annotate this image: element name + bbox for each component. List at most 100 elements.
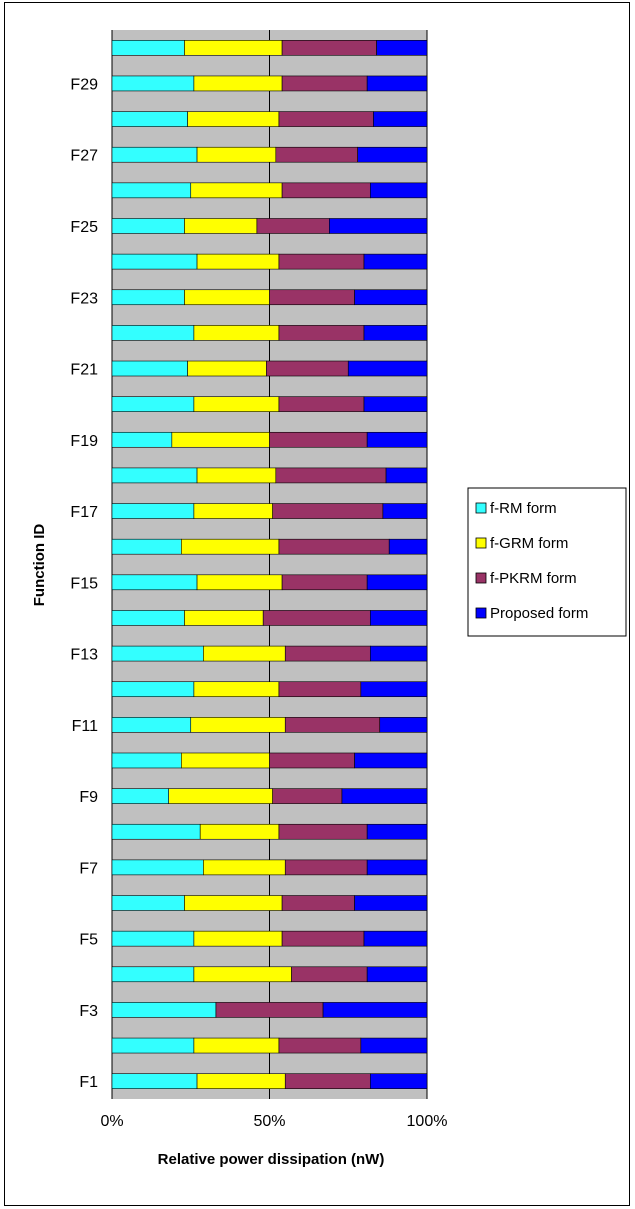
x-tick-label: 0% (100, 1113, 123, 1130)
bar-segment (363, 930, 428, 947)
bar-segment (193, 75, 283, 92)
y-tick-label: F9 (79, 789, 98, 806)
bar-segment (111, 467, 198, 484)
bar-segment (111, 930, 195, 947)
bar-segment (111, 218, 185, 234)
bar-segment (369, 610, 428, 626)
legend-swatch (475, 537, 487, 549)
bar-segment (363, 325, 428, 341)
bar-segment (203, 859, 286, 876)
legend-swatch (475, 607, 487, 619)
bar-segment (281, 930, 365, 947)
bar-segment (363, 396, 428, 412)
y-tick-label: F13 (70, 647, 98, 664)
bar-segment (111, 752, 182, 769)
bar-segment (272, 788, 343, 804)
bar-segment (278, 823, 368, 840)
bar-segment (111, 396, 195, 412)
bar-segment (193, 681, 280, 698)
bar-segment (278, 538, 390, 555)
y-tick-label: F27 (70, 148, 98, 165)
bar-segment (284, 1073, 371, 1089)
legend-label: f-RM form (490, 500, 557, 517)
bar-segment (366, 75, 428, 92)
bar-segment (111, 325, 195, 341)
y-tick-label: F15 (70, 575, 98, 592)
bar-segment (111, 1002, 217, 1018)
y-tick-label: F19 (70, 433, 98, 450)
bar-segment (354, 752, 428, 769)
bar-segment (196, 1073, 286, 1089)
bar-segment (184, 610, 264, 626)
bar-segment (190, 717, 286, 733)
bar-segment (196, 574, 283, 591)
bar-segment (193, 325, 280, 341)
y-tick-label: F23 (70, 290, 98, 307)
bar-segment (366, 823, 428, 840)
bar-segment (373, 111, 428, 127)
bar-segment (181, 538, 280, 555)
bar-segment (341, 788, 428, 804)
bar-segment (111, 788, 170, 804)
bar-segment (168, 788, 273, 804)
bar-segment (181, 752, 270, 769)
bar-segment (366, 966, 428, 983)
bar-segment (111, 645, 204, 662)
bar-segment (363, 253, 428, 270)
bar-segment (366, 431, 428, 448)
bar-segment (281, 75, 368, 92)
bar-segment (111, 823, 201, 840)
bar-segment (187, 111, 280, 127)
bar-segment (111, 182, 192, 199)
bar-segment (193, 1037, 280, 1054)
y-tick-label: F7 (79, 860, 98, 877)
bar-segment (329, 218, 428, 234)
bar-segment (284, 717, 381, 733)
bar-segment (354, 895, 428, 911)
bar-segment (196, 467, 277, 484)
bar-segment (111, 146, 198, 163)
y-tick-label: F3 (79, 1003, 98, 1020)
bar-segment (366, 574, 428, 591)
bar-segment (190, 182, 283, 199)
bar-segment (215, 1002, 324, 1018)
bar-segment (347, 360, 428, 377)
legend-label: f-GRM form (490, 535, 568, 552)
y-tick-label: F11 (72, 718, 98, 735)
bar-segment (278, 1037, 362, 1054)
bar-segment (366, 859, 428, 876)
bar-segment (111, 1073, 198, 1089)
bar-segment (275, 146, 358, 163)
bar-segment (266, 360, 349, 377)
bar-segment (184, 289, 270, 306)
bar-segment (278, 111, 374, 127)
bar-segment (199, 823, 280, 840)
bar-segment (278, 396, 365, 412)
y-tick-label: F29 (70, 76, 98, 93)
x-tick-label: 100% (407, 1113, 448, 1130)
bar-segment (278, 253, 365, 270)
bar-segment (196, 146, 277, 163)
bar-segment (111, 360, 188, 377)
bar-segment (269, 289, 355, 306)
bar-segment (193, 396, 280, 412)
bar-segment (357, 146, 428, 163)
bar-segment (111, 717, 192, 733)
legend-box (467, 487, 627, 637)
bar-segment (360, 681, 428, 698)
y-axis-title: Function ID (31, 524, 48, 607)
bar-segment (111, 681, 195, 698)
bar-segment (376, 40, 428, 56)
bar-segment (278, 681, 362, 698)
bar-segment (281, 40, 377, 56)
bar-segment (354, 289, 428, 306)
bar-segment (284, 645, 371, 662)
bar-segment (379, 717, 428, 733)
bar-segment (369, 1073, 428, 1089)
legend-swatch (475, 502, 487, 514)
bar-segment (360, 1037, 428, 1054)
bar-segment (193, 930, 283, 947)
bar-segment (184, 40, 283, 56)
bar-segment (111, 966, 195, 983)
bar-segment (184, 895, 283, 911)
